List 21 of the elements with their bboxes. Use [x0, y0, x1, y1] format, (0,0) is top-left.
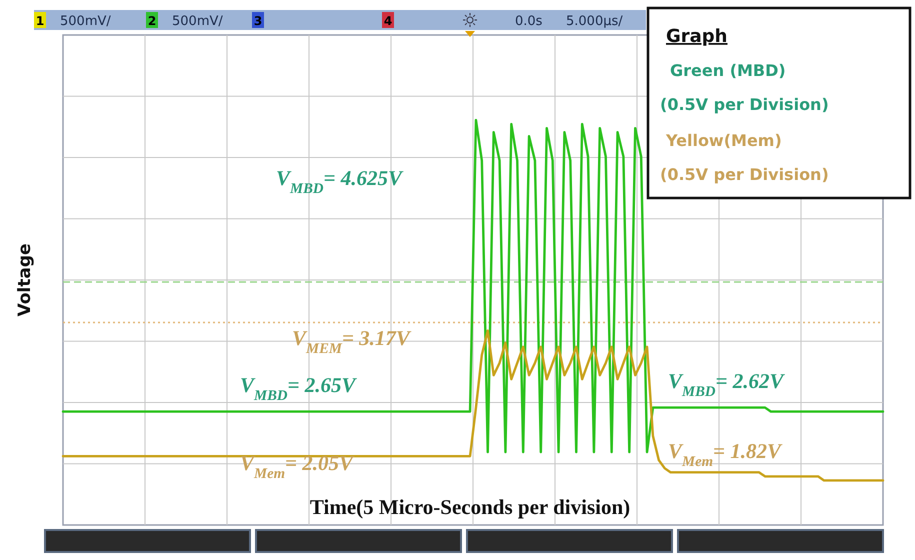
annotation: V$_{Mem}$= 1.82V — [668, 439, 783, 470]
y-axis-title: Voltage — [15, 243, 35, 317]
x-axis-title: Time(5 Micro-Seconds per division) — [310, 495, 630, 519]
text: 500mV/ — [172, 14, 224, 29]
text: 1 — [36, 14, 44, 28]
text: 500mV/ — [60, 14, 112, 29]
annotation: Yellow(Mem) — [665, 131, 782, 150]
text: Graph — [666, 26, 728, 47]
text: 2 — [148, 14, 156, 28]
text: 5.000µs/ — [566, 14, 624, 29]
annotation: V$_{MBD}$= 2.65V — [240, 373, 358, 404]
text: 3 — [254, 14, 262, 28]
annotation: (0.5V per Division) — [660, 165, 829, 184]
annotation: V$_{MBD}$= 2.62V — [668, 369, 786, 400]
annotation: V$_{MEM}$= 3.17V — [292, 326, 412, 357]
text: (0.5V per Division) — [660, 95, 829, 114]
text: 4 — [384, 14, 392, 28]
annotation: V$_{MBD}$= 4.625V — [276, 166, 404, 197]
text: 0.0s — [515, 14, 543, 29]
text: Green (MBD) — [670, 61, 786, 80]
annotation: V$_{Mem}$= 2.05V — [240, 451, 355, 482]
